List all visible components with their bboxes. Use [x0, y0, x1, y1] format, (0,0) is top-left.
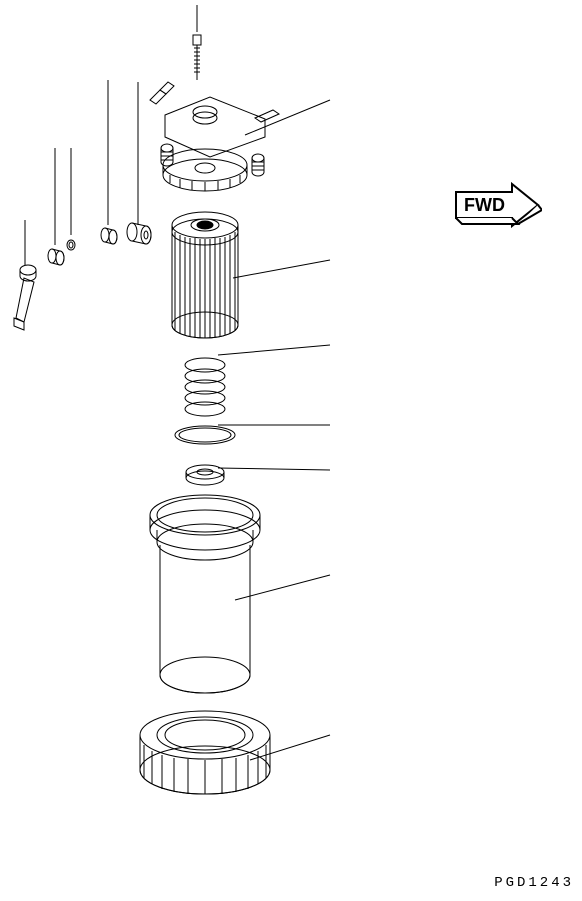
part-washer-a [48, 249, 64, 265]
part-bleed-screw [193, 35, 201, 80]
part-washer-b [101, 228, 117, 244]
part-o-ring-small [67, 240, 75, 250]
fwd-direction-badge: FWD [452, 180, 542, 230]
part-o-ring [175, 426, 235, 444]
exploded-diagram [0, 0, 582, 901]
part-filter-bowl [150, 495, 260, 693]
drawing-number: PGD1243 [494, 875, 574, 891]
part-spring [185, 358, 225, 416]
fwd-text: FWD [464, 195, 505, 215]
part-lever-handle [14, 265, 36, 330]
part-collar [127, 223, 151, 244]
part-filter-head [150, 82, 279, 191]
part-filter-element [172, 212, 238, 338]
leader-lines [25, 5, 330, 760]
part-retainer-ring [140, 711, 270, 794]
